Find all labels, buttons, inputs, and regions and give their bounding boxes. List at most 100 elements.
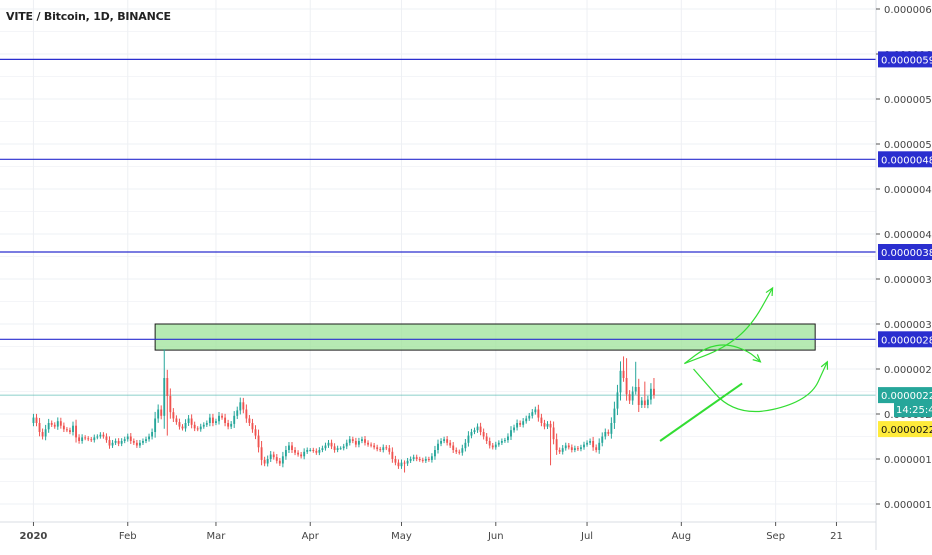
candle-body (631, 391, 634, 401)
candle-body (294, 450, 296, 453)
candle-body (312, 450, 315, 451)
candle-body (154, 418, 157, 432)
candle-body (257, 435, 260, 448)
candle-body (400, 462, 403, 467)
candle-body (35, 417, 38, 423)
candle-body (446, 439, 449, 443)
candle-body (288, 445, 290, 450)
candle-body (284, 450, 287, 457)
candle-body (78, 437, 81, 441)
candle-body (628, 394, 631, 401)
candle-body (379, 449, 382, 451)
candle-body (87, 438, 90, 440)
candle-body (473, 430, 476, 432)
candle-body (510, 430, 512, 437)
candle-body (38, 423, 41, 432)
candle-body (482, 432, 485, 437)
candle-body (315, 450, 318, 453)
candle-body (193, 424, 196, 429)
candle-body (132, 441, 135, 443)
candle-body (458, 451, 461, 453)
price-tick-label: 0.00000350 (884, 275, 932, 286)
candle-body (476, 426, 479, 431)
candle-body (291, 445, 293, 450)
candle-body (318, 450, 321, 453)
candle-body (522, 421, 525, 425)
candle-body (269, 454, 272, 459)
time-tick-label: Feb (119, 531, 137, 542)
candle-body (622, 370, 625, 378)
candle-body (157, 409, 160, 419)
candle-body (342, 446, 345, 449)
candle-body (297, 452, 300, 455)
candle-body (507, 436, 509, 441)
candle-body (196, 428, 199, 430)
candle-body (199, 426, 202, 430)
candle-body (549, 423, 552, 428)
candle-body (357, 441, 360, 445)
price-tick-label: 0.00000500 (884, 140, 932, 151)
candle-body (266, 459, 269, 464)
candle-body (376, 447, 379, 450)
candle-body (452, 445, 455, 450)
candle-body (592, 441, 595, 448)
price-tick-label: 0.00000550 (884, 95, 932, 106)
candle-body (406, 460, 409, 464)
candle-body (117, 441, 120, 444)
candle-body (230, 423, 233, 427)
candle-body (321, 448, 324, 450)
candle-body (531, 412, 534, 416)
candle-body (339, 448, 342, 450)
candle-body (455, 450, 458, 452)
candle-body (90, 439, 93, 441)
candle-body (81, 437, 84, 441)
candle-body (327, 442, 330, 446)
candle-body (564, 445, 567, 449)
projection-dip-arrow (693, 361, 828, 413)
candle-body (437, 443, 439, 450)
candle-body (640, 400, 643, 405)
time-axis: 2020 Feb Mar Apr May Jun Jul Aug Sep 21 (0, 521, 876, 542)
candle-body (394, 459, 397, 463)
countdown-label: 14:25:48 (896, 405, 932, 416)
candle-body (418, 459, 421, 460)
candle-body (151, 432, 154, 437)
projection-loop-arrow-head (752, 354, 762, 363)
time-tick-label: 21 (830, 531, 843, 542)
candle-body (56, 421, 59, 427)
candle-body (485, 436, 488, 441)
candle-body (211, 417, 214, 423)
candle-body (205, 423, 208, 425)
candle-body (646, 399, 649, 405)
countdown-bg (894, 402, 932, 418)
candle-body (607, 432, 610, 434)
time-tick-label: Jul (580, 531, 593, 542)
candle-body (537, 409, 540, 418)
time-tick-label: May (391, 531, 412, 542)
candle-body (467, 435, 470, 443)
candle-body (500, 441, 503, 443)
level-price-tag: 0.00000483 (881, 155, 932, 166)
candle-body (215, 421, 217, 423)
candle-body (275, 457, 278, 461)
candle-body (580, 447, 582, 450)
candle-body (181, 426, 184, 429)
candle-body (561, 448, 564, 452)
candle-body (306, 450, 309, 452)
candle-body (59, 421, 62, 426)
candle-body (278, 460, 281, 464)
candle-body (540, 417, 543, 423)
candle-body (367, 442, 369, 445)
time-tick-label: Mar (207, 531, 227, 542)
candle-body (503, 440, 506, 442)
candle-body (637, 387, 640, 405)
candle-body (254, 429, 257, 436)
candle-body (421, 459, 424, 461)
candle-body (50, 423, 53, 425)
candle-body (330, 442, 333, 447)
candle-body (163, 378, 166, 416)
candle-body (93, 437, 96, 441)
